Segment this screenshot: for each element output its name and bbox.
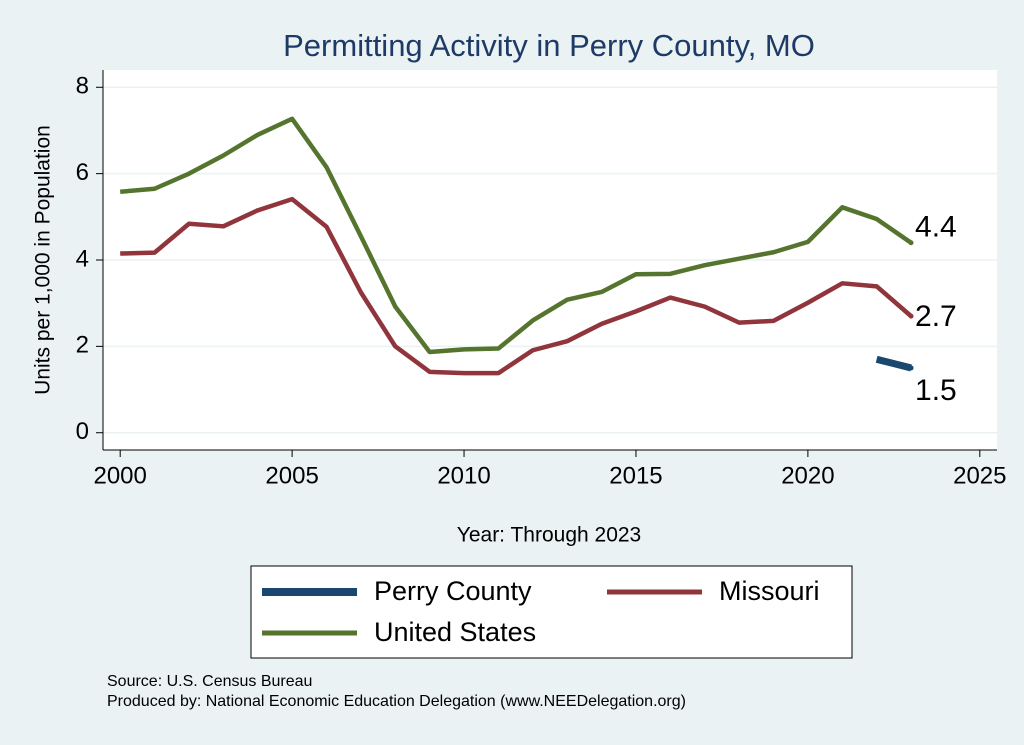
x-tick-label: 2000: [93, 462, 146, 489]
end-point: [908, 240, 914, 246]
y-tick-label: 2: [76, 332, 89, 359]
x-tick-label: 2010: [437, 462, 490, 489]
series-line: [120, 196, 913, 376]
y-tick-label: 4: [76, 245, 89, 272]
y-tick-label: 0: [76, 418, 89, 445]
x-tick-label: 2020: [781, 462, 834, 489]
end-point: [908, 365, 914, 371]
legend-label: United States: [374, 617, 536, 647]
legend: [250, 565, 853, 659]
end-label: 4.4: [915, 211, 957, 244]
chart-title: Permitting Activity in Perry County, MO: [283, 28, 815, 63]
x-tick-label: 2025: [953, 462, 1006, 489]
end-point: [908, 313, 914, 319]
legend-label: Perry County: [374, 576, 532, 606]
y-tick-label: 6: [76, 159, 89, 186]
producer-note: Produced by: National Economic Education…: [107, 693, 686, 710]
legend-label: Missouri: [719, 576, 820, 606]
x-tick-label: 2005: [265, 462, 318, 489]
end-label: 2.7: [915, 300, 957, 333]
end-label: 1.5: [915, 374, 957, 407]
series-line: [875, 355, 912, 372]
series-line: [119, 116, 913, 355]
y-tick-label: 8: [76, 73, 89, 100]
source-note: Source: U.S. Census Bureau: [107, 673, 312, 690]
x-tick-label: 2015: [609, 462, 662, 489]
x-axis-title: Year: Through 2023: [457, 524, 642, 547]
y-axis-title: Units per 1,000 in Population: [32, 125, 55, 395]
